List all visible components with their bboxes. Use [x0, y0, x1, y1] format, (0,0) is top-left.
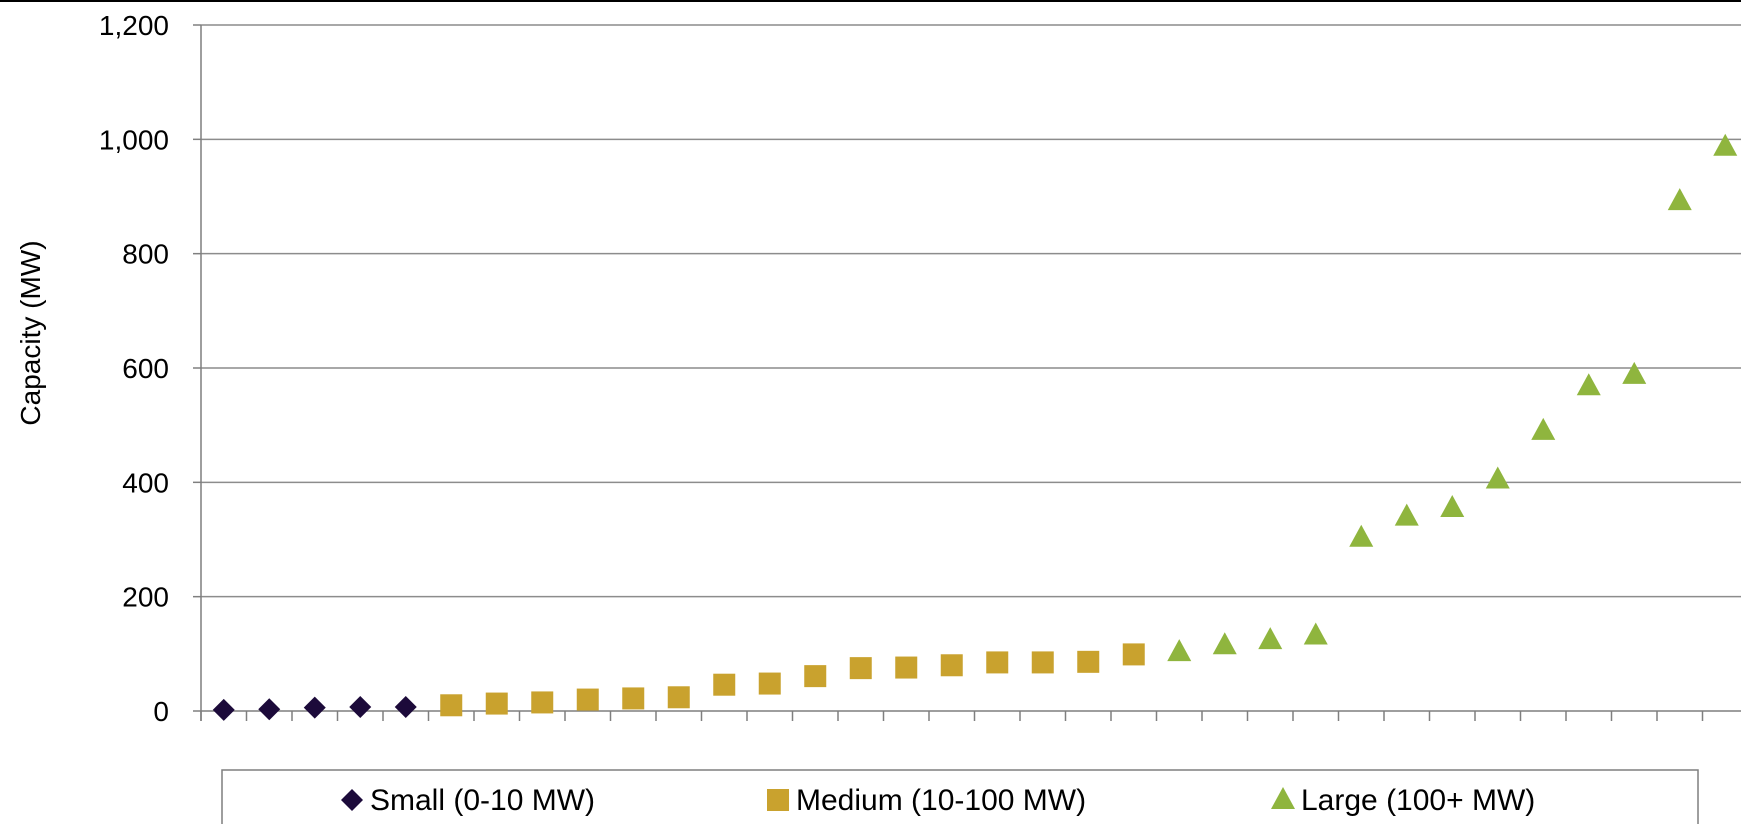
legend: Small (0-10 MW) Medium (10-100 MW) Large (…: [341, 784, 1535, 817]
data-point-triangle: [1667, 188, 1692, 211]
y-tick-label: 1,000: [99, 124, 169, 155]
y-tick-label: 200: [122, 582, 169, 613]
legend-marker-triangle: [1271, 787, 1295, 809]
data-point-diamond: [394, 695, 417, 718]
data-point-square: [940, 654, 963, 677]
data-point-diamond: [303, 696, 326, 719]
data-point-triangle: [1212, 632, 1237, 655]
data-point-triangle: [1531, 417, 1556, 440]
data-point-square: [531, 691, 554, 714]
data-point-diamond: [258, 698, 281, 721]
data-point-square: [1031, 651, 1054, 674]
data-point-triangle: [1485, 466, 1510, 489]
data-point-square: [986, 651, 1009, 674]
data-point-triangle: [1576, 373, 1601, 396]
y-tick-label: 0: [153, 696, 169, 727]
y-axis-tick-labels: 0 200 400 600 800 1,000 1,200: [99, 10, 169, 727]
data-point-diamond: [212, 698, 235, 721]
legend-marker-square: [767, 789, 789, 811]
data-point-square: [622, 687, 645, 710]
y-axis-title: Capacity (MW): [15, 240, 46, 425]
data-point-square: [713, 673, 736, 696]
data-point-square: [485, 692, 508, 715]
legend-label: Large (100+ MW): [1301, 784, 1535, 817]
legend-label: Small (0-10 MW): [370, 784, 595, 817]
legend-box: [221, 769, 1699, 824]
data-point-triangle: [1713, 133, 1738, 156]
data-point-triangle: [1167, 639, 1192, 662]
legend-marker-diamond: [341, 789, 363, 811]
data-point-triangle: [1440, 495, 1465, 518]
legend-label: Medium (10-100 MW): [796, 784, 1086, 817]
data-point-square: [1077, 650, 1100, 673]
data-point-square: [804, 665, 827, 688]
data-point-square: [895, 656, 918, 679]
data-point-square: [849, 657, 872, 680]
data-point-diamond: [349, 695, 372, 718]
data-point-triangle: [1258, 627, 1283, 650]
data-point-square: [667, 686, 690, 709]
x-axis-ticks: [200, 711, 1704, 721]
y-tick-label: 600: [122, 353, 169, 384]
y-tick-label: 1,200: [99, 10, 169, 41]
data-point-square: [758, 672, 781, 695]
data-point-square: [1122, 643, 1145, 666]
data-point-square: [576, 688, 599, 711]
data-point-square: [440, 694, 463, 717]
data-point-triangle: [1303, 622, 1328, 645]
y-tick-label: 400: [122, 467, 169, 498]
gridlines: [193, 24, 1741, 712]
data-point-triangle: [1622, 361, 1647, 384]
data-point-triangle: [1394, 503, 1419, 526]
data-point-triangle: [1349, 524, 1374, 547]
data-points: [212, 133, 1738, 721]
y-tick-label: 800: [122, 239, 169, 270]
